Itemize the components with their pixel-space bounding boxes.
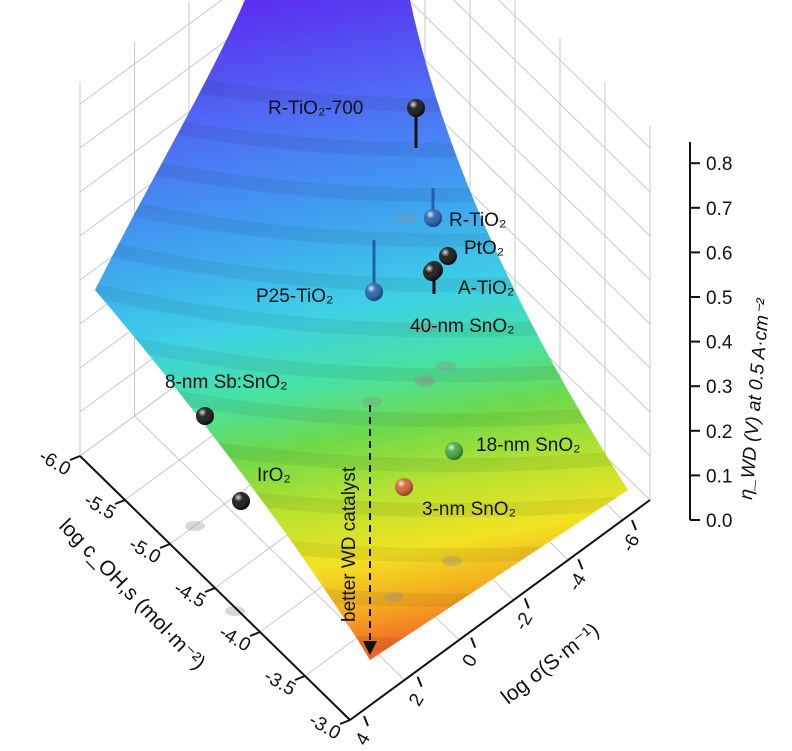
grid-line bbox=[407, 0, 651, 237]
point-shadow bbox=[362, 397, 382, 407]
z-tick-label: 0.0 bbox=[706, 511, 732, 532]
point-highlight bbox=[423, 263, 441, 281]
point-label: P25-TiO₂ bbox=[256, 286, 333, 307]
z-tick-label: 0.4 bbox=[706, 333, 733, 354]
catalyst-points: R-TiO₂-700 R-TiO₂ PtO₂ A-TiO₂ 40-nm SnO₂ P25-… bbox=[165, 98, 581, 520]
point-highlight bbox=[196, 407, 214, 425]
point-shadow bbox=[416, 377, 436, 387]
y-tick bbox=[159, 543, 171, 549]
catalyst-point: IrO₂ bbox=[232, 465, 291, 510]
contour-band bbox=[95, 213, 628, 293]
catalyst-point: 40-nm SnO₂ bbox=[410, 263, 515, 337]
point-highlight bbox=[365, 283, 383, 301]
y-tick-label: -5.5 bbox=[80, 490, 119, 525]
y-tick bbox=[69, 455, 81, 461]
contour-band bbox=[95, 303, 628, 383]
point-highlight bbox=[439, 247, 457, 265]
y-tick bbox=[294, 675, 306, 681]
point-projections bbox=[185, 213, 462, 616]
y-tick-label: -4.0 bbox=[215, 622, 254, 657]
catalyst-point: P25-TiO₂ bbox=[256, 240, 383, 307]
point-highlight bbox=[407, 99, 425, 117]
contour-band bbox=[95, 78, 628, 158]
point-label: PtO₂ bbox=[464, 238, 504, 259]
point-shadow bbox=[396, 213, 416, 223]
point-shadow bbox=[185, 521, 205, 531]
z-tick-label: 0.2 bbox=[706, 422, 732, 443]
point-label: IrO₂ bbox=[257, 465, 291, 486]
point-shadow bbox=[442, 556, 462, 566]
y-tick-label: -6.0 bbox=[35, 446, 74, 481]
x-tick-label: 4 bbox=[351, 729, 375, 749]
z-tick-label: 0.1 bbox=[706, 466, 732, 487]
x-tick-label: -6 bbox=[618, 531, 645, 556]
contour-band bbox=[95, 528, 628, 608]
contour-band bbox=[95, 393, 628, 473]
z-tick-label: 0.3 bbox=[706, 377, 732, 398]
x-tick bbox=[416, 676, 423, 688]
x-tick bbox=[631, 519, 637, 531]
x-tick-label: -2 bbox=[511, 609, 538, 634]
catalyst-point: R-TiO₂-700 bbox=[268, 98, 425, 148]
z-tick-label: 0.5 bbox=[706, 288, 732, 309]
x-tick bbox=[470, 637, 477, 648]
y-tick bbox=[204, 587, 216, 593]
x-tick-label: -4 bbox=[564, 570, 591, 596]
point-shadow bbox=[414, 375, 434, 385]
point-label: 18-nm SnO₂ bbox=[476, 435, 581, 456]
contour-band bbox=[95, 168, 628, 248]
contour-band bbox=[95, 33, 628, 113]
x-tick bbox=[363, 715, 369, 727]
y-tick-label: -3.0 bbox=[305, 710, 344, 745]
z-axis-title: η_WD (V) at 0.5 A·cm⁻² bbox=[736, 297, 775, 500]
y-tick-label: -4.5 bbox=[170, 578, 209, 613]
catalyst-point: R-TiO₂ bbox=[424, 188, 506, 231]
catalyst-point: 8-nm Sb:SnO₂ bbox=[165, 372, 287, 425]
point-label: R-TiO₂-700 bbox=[268, 98, 363, 119]
grid-line bbox=[79, 0, 223, 105]
point-highlight bbox=[445, 442, 463, 460]
surface-contour-bands bbox=[95, 33, 628, 660]
point-label: R-TiO₂ bbox=[449, 210, 506, 231]
point-shadow bbox=[436, 361, 456, 371]
y-tick bbox=[114, 499, 126, 505]
point-highlight bbox=[424, 209, 442, 227]
x-tick-label: 0 bbox=[459, 651, 482, 671]
point-label: A-TiO₂ bbox=[458, 278, 514, 299]
grid-line bbox=[379, 15, 651, 281]
catalyst-point: 18-nm SnO₂ bbox=[445, 435, 581, 460]
y-tick-label: -3.5 bbox=[260, 666, 299, 701]
grid-line bbox=[452, 0, 651, 193]
z-tick-label: 0.8 bbox=[706, 154, 732, 175]
point-label: 3-nm SnO₂ bbox=[422, 499, 516, 520]
contour-band bbox=[95, 438, 628, 518]
contour-band bbox=[95, 348, 628, 428]
grid-line bbox=[497, 0, 651, 149]
catalyst-point: 3-nm SnO₂ bbox=[395, 478, 516, 520]
response-surface bbox=[95, 0, 628, 660]
point-label: 40-nm SnO₂ bbox=[410, 316, 515, 337]
point-highlight bbox=[395, 478, 413, 496]
better-catalyst-label: better WD catalyst bbox=[339, 466, 360, 622]
x-axis-line bbox=[349, 499, 651, 721]
y-tick bbox=[249, 631, 261, 637]
z-tick-label: 0.6 bbox=[706, 243, 732, 264]
x-tick bbox=[523, 598, 530, 609]
z-tick-label: 0.7 bbox=[706, 199, 732, 220]
catalyst-point: PtO₂ bbox=[439, 238, 504, 265]
x-axis-title: log σ(S·m⁻¹) bbox=[497, 619, 604, 709]
point-label: 8-nm Sb:SnO₂ bbox=[165, 372, 287, 393]
contour-band bbox=[95, 258, 628, 338]
y-tick bbox=[339, 719, 351, 725]
contour-band bbox=[95, 123, 628, 203]
point-shadow bbox=[384, 592, 404, 602]
x-tick bbox=[577, 558, 584, 570]
point-shadow bbox=[417, 323, 437, 333]
y-tick-label: -5.0 bbox=[125, 534, 164, 569]
point-highlight bbox=[232, 492, 250, 510]
contour-band bbox=[95, 483, 628, 563]
x-tick-label: 2 bbox=[405, 690, 428, 710]
